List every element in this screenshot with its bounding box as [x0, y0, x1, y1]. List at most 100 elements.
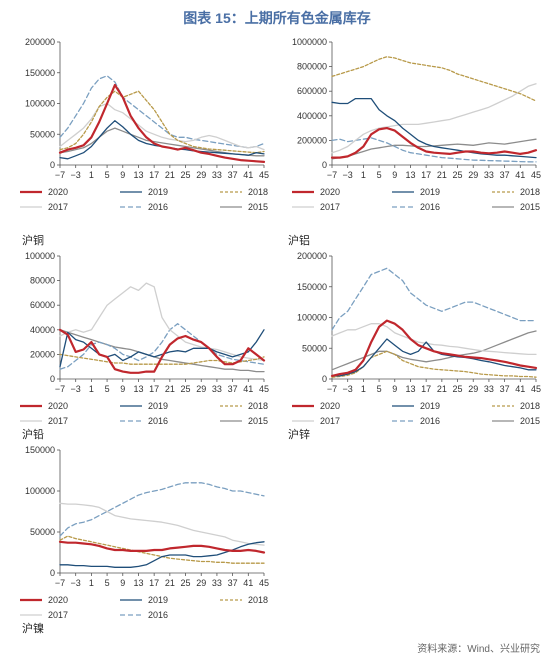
x-tick-label: 45: [531, 170, 541, 180]
y-tick-label: 40000: [30, 325, 55, 335]
chart-panel-lead: 0 20000 40000 60000 80000 100000 −7 −3 1 5 9 13 17 21…: [4, 246, 272, 441]
x-tick-label: 21: [437, 170, 447, 180]
y-tick-label: 200000: [25, 37, 55, 47]
x-tick-label: 17: [421, 384, 431, 394]
y-tick-label: 150000: [297, 282, 327, 292]
x-tick-label: 29: [468, 170, 478, 180]
x-tick-label: 45: [531, 384, 541, 394]
legend-label-2015: 2015: [248, 202, 268, 212]
series-line-2020: [330, 126, 538, 159]
y-tick-label: 100000: [25, 486, 55, 496]
y-tick-label: 0: [50, 160, 55, 170]
legend-label-2018: 2018: [520, 401, 540, 411]
x-tick-label: 1: [361, 170, 366, 180]
legend-label-2015: 2015: [248, 416, 268, 426]
chart-svg: 0 20000 40000 60000 80000 100000 −7 −3 1 5 9 13 17 21…: [20, 251, 269, 426]
x-tick-label: 17: [149, 170, 159, 180]
x-tick-label: 21: [165, 578, 175, 588]
x-tick-label: 29: [196, 578, 206, 588]
chart-panel-aluminum: 0 200000 400000 600000 800000 1000000 −7 −3 1 5 9 1…: [276, 32, 544, 227]
x-tick-label: 37: [500, 384, 510, 394]
y-tick-label: 0: [322, 374, 327, 384]
legend-label-2020: 2020: [48, 401, 68, 411]
legend-label-2019: 2019: [148, 401, 168, 411]
legend-label-2016: 2016: [148, 202, 168, 212]
legend-label-2017: 2017: [48, 202, 68, 212]
y-tick-label: 600000: [297, 86, 327, 96]
x-tick-label: 5: [377, 384, 382, 394]
legend-label-2018: 2018: [248, 401, 268, 411]
x-tick-label: 13: [133, 384, 143, 394]
x-tick-label: −7: [55, 384, 65, 394]
x-tick-label: −3: [343, 384, 353, 394]
x-tick-label: 41: [243, 170, 253, 180]
y-tick-label: 20000: [30, 349, 55, 359]
x-tick-label: 25: [453, 170, 463, 180]
legend-label-2019: 2019: [420, 401, 440, 411]
source-note: 资料来源：Wind、兴业研究: [417, 644, 540, 655]
legend-label-2018: 2018: [248, 187, 268, 197]
series-line-2019: [59, 329, 265, 368]
x-tick-label: 21: [165, 384, 175, 394]
y-tick-label: 100000: [297, 313, 327, 323]
series-line-2015: [59, 329, 265, 373]
x-tick-label: 37: [500, 170, 510, 180]
metal-label-zinc: 沪锌: [288, 429, 310, 441]
legend-label-2015: 2015: [520, 416, 540, 426]
chart-svg: 0 50000 100000 150000 −7 −3 1 5 9 13 17 21 25 29 33 37 4…: [20, 445, 269, 620]
x-tick-label: 33: [484, 384, 494, 394]
x-tick-label: −7: [327, 170, 337, 180]
legend-label-2019: 2019: [148, 187, 168, 197]
series-line-2015: [59, 127, 265, 157]
x-tick-label: 41: [515, 170, 525, 180]
y-tick-label: 200000: [297, 135, 327, 145]
series-line-2017: [331, 83, 537, 154]
chart-panel-zinc: 0 50000 100000 150000 200000 −7 −3 1 5 9 13 17 21 25 2…: [276, 246, 544, 441]
series-line-2017: [59, 502, 265, 546]
x-tick-label: 25: [181, 578, 191, 588]
x-tick-label: 9: [120, 170, 125, 180]
series-line-2017: [59, 102, 265, 151]
x-tick-label: 9: [392, 384, 397, 394]
y-tick-label: 60000: [30, 300, 55, 310]
series-line-2016: [59, 75, 265, 149]
series-line-2018: [331, 350, 537, 378]
x-tick-label: 33: [212, 384, 222, 394]
y-tick-label: 200000: [297, 251, 327, 261]
y-tick-label: 50000: [30, 527, 55, 537]
x-tick-label: 45: [259, 384, 269, 394]
legend-label-2016: 2016: [148, 416, 168, 426]
series-line-2020: [58, 540, 266, 554]
x-tick-label: 41: [243, 578, 253, 588]
legend-label-2018: 2018: [520, 187, 540, 197]
y-tick-label: 0: [50, 568, 55, 578]
x-tick-label: 17: [149, 384, 159, 394]
legend-label-2019: 2019: [420, 187, 440, 197]
legend-label-2020: 2020: [48, 595, 68, 605]
x-tick-label: 37: [228, 170, 238, 180]
x-tick-label: 37: [228, 384, 238, 394]
x-tick-label: 9: [120, 578, 125, 588]
legend-label-2020: 2020: [48, 187, 68, 197]
y-tick-label: 100000: [25, 251, 55, 261]
x-tick-label: −3: [71, 578, 81, 588]
x-tick-label: 29: [196, 170, 206, 180]
x-tick-label: 17: [421, 170, 431, 180]
x-tick-label: 41: [515, 384, 525, 394]
x-tick-label: 45: [259, 578, 269, 588]
chart-panel-nickel: 0 50000 100000 150000 −7 −3 1 5 9 13 17 21 25 29 33 37 4…: [4, 440, 272, 635]
legend-label-2017: 2017: [48, 416, 68, 426]
x-tick-label: 1: [89, 578, 94, 588]
y-tick-label: 50000: [302, 343, 327, 353]
chart-panel-copper: 0 50000 100000 150000 200000 −7 −3 1 5 9 13 17 21 25 2…: [4, 32, 272, 227]
x-tick-label: 33: [484, 170, 494, 180]
series-line-2018: [59, 353, 265, 365]
x-tick-label: 13: [405, 170, 415, 180]
series-line-2016: [331, 267, 537, 331]
legend-label-2020: 2020: [320, 187, 340, 197]
y-tick-label: 150000: [25, 68, 55, 78]
x-tick-label: −7: [55, 578, 65, 588]
series-line-2016: [331, 137, 537, 163]
x-tick-label: 1: [89, 170, 94, 180]
